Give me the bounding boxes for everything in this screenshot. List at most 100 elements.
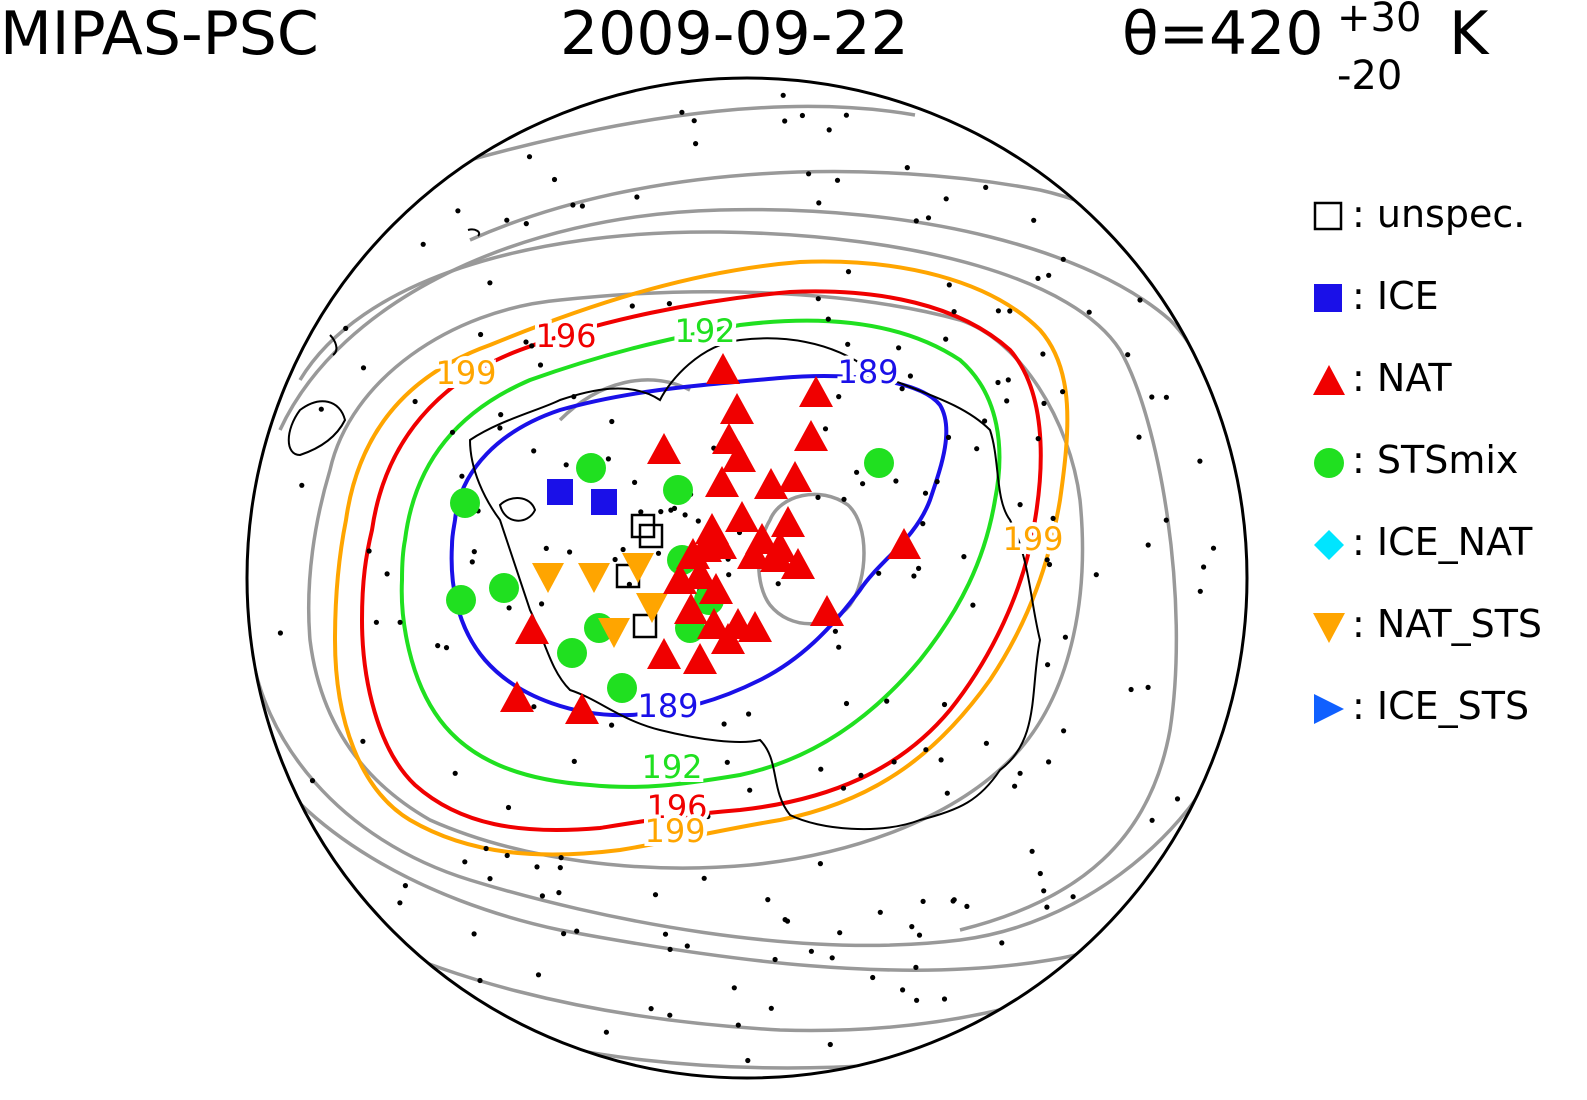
measurement-dot xyxy=(913,964,919,971)
measurement-dot xyxy=(574,928,580,934)
measurement-dot xyxy=(655,550,662,556)
measurement-dot xyxy=(970,602,976,608)
measurement-dot xyxy=(974,446,980,452)
measurement-dot xyxy=(1201,564,1207,570)
nat-marker xyxy=(725,501,759,532)
measurement-dot xyxy=(1145,684,1151,691)
circle-icon xyxy=(1314,448,1344,478)
measurement-dot xyxy=(471,931,477,937)
nat-marker xyxy=(778,461,812,492)
measurement-dot xyxy=(799,112,806,119)
measurement-dot xyxy=(1163,517,1169,523)
measurement-dot xyxy=(652,892,659,898)
measurement-dot xyxy=(765,897,771,903)
psc-symbols xyxy=(446,353,921,724)
nat-marker xyxy=(683,558,717,589)
nat-marker xyxy=(688,531,722,562)
measurement-dot xyxy=(836,644,842,650)
map-boundary xyxy=(245,76,1249,1080)
measurement-dot xyxy=(913,218,919,224)
map-layer xyxy=(248,104,1247,1070)
measurement-dot xyxy=(506,605,512,611)
measurement-dot xyxy=(459,473,465,479)
measurement-dot xyxy=(731,985,737,991)
measurement-dot xyxy=(899,386,905,392)
measurement-dot xyxy=(1044,557,1050,563)
legend-label: : NAT xyxy=(1352,356,1452,400)
measurement-dot xyxy=(462,859,468,865)
grey-contour xyxy=(558,378,691,422)
nat-marker xyxy=(794,420,828,451)
measurement-dot xyxy=(1046,759,1052,765)
measurement-dot xyxy=(876,570,882,576)
antarctica-coastline xyxy=(468,337,1042,831)
measurement-dot xyxy=(397,900,403,906)
measurement-dot xyxy=(629,303,635,309)
measurement-dot xyxy=(1174,796,1181,802)
measurement-dot xyxy=(951,897,957,903)
measurement-dot xyxy=(531,448,537,454)
measurement-dot xyxy=(648,1006,654,1012)
measurement-dot xyxy=(832,628,839,634)
measurement-dot xyxy=(695,518,701,524)
measurement-dot xyxy=(877,909,883,915)
measurement-dot xyxy=(412,398,418,405)
nat-marker xyxy=(711,623,745,654)
date-title: 2009-09-22 xyxy=(560,0,909,69)
measurement-dot xyxy=(667,946,673,953)
measurement-dot xyxy=(605,456,612,462)
measurement-dot xyxy=(420,241,426,247)
measurement-dot xyxy=(570,202,576,208)
measurement-dot xyxy=(822,426,829,432)
up-triangle-icon xyxy=(1313,365,1345,395)
measurement-dot xyxy=(539,601,545,607)
measurement-dot xyxy=(620,546,626,553)
measurement-dot xyxy=(1163,394,1169,400)
measurement-dot xyxy=(772,956,778,963)
measurement-dot xyxy=(483,845,489,852)
measurement-dot xyxy=(701,875,707,881)
measurement-dot xyxy=(782,118,788,124)
measurement-dot xyxy=(1210,545,1217,551)
measurement-dot xyxy=(612,556,618,563)
grey-contour xyxy=(248,639,1222,948)
measurement-dot xyxy=(487,280,493,286)
measurement-dot xyxy=(1145,542,1151,548)
measurement-dot xyxy=(632,479,638,485)
measurement-dot xyxy=(487,876,493,882)
measurement-dot xyxy=(529,343,535,349)
measurement-dot xyxy=(705,813,711,820)
measurement-dot xyxy=(1044,904,1050,910)
measurement-dot xyxy=(907,373,914,379)
nat-marker xyxy=(799,376,833,407)
measurement-dot xyxy=(995,379,1001,386)
measurement-dot xyxy=(531,704,537,710)
measurement-dot xyxy=(827,1041,833,1048)
measurement-dot xyxy=(995,308,1002,314)
measurement-dot xyxy=(1197,588,1203,594)
contour-label-192-a: 192 xyxy=(674,312,735,350)
measurement-dot xyxy=(571,394,577,400)
measurement-dot xyxy=(558,855,564,861)
measurement-dot xyxy=(1086,309,1092,315)
measurement-dot xyxy=(943,196,949,202)
measurement-dot xyxy=(455,208,461,214)
measurement-dot xyxy=(609,722,615,728)
contour-label-189-a: 189 xyxy=(837,353,898,391)
measurement-dot xyxy=(893,478,899,484)
nat-marker xyxy=(500,681,534,712)
measurement-dot xyxy=(1061,728,1067,734)
nat-marker xyxy=(515,613,549,644)
nat-marker xyxy=(706,353,740,384)
measurement-dot xyxy=(843,112,850,118)
measurement-dot xyxy=(780,92,786,98)
measurement-dot xyxy=(916,932,923,938)
down-triangle-icon xyxy=(1313,613,1345,643)
nat-marker xyxy=(647,433,681,464)
measurement-dot xyxy=(745,1057,751,1064)
unspec-marker xyxy=(632,613,658,639)
measurement-dot xyxy=(543,545,549,552)
measurement-dot xyxy=(609,418,615,425)
measurement-dot xyxy=(1070,894,1076,900)
measurement-dot xyxy=(816,200,822,206)
